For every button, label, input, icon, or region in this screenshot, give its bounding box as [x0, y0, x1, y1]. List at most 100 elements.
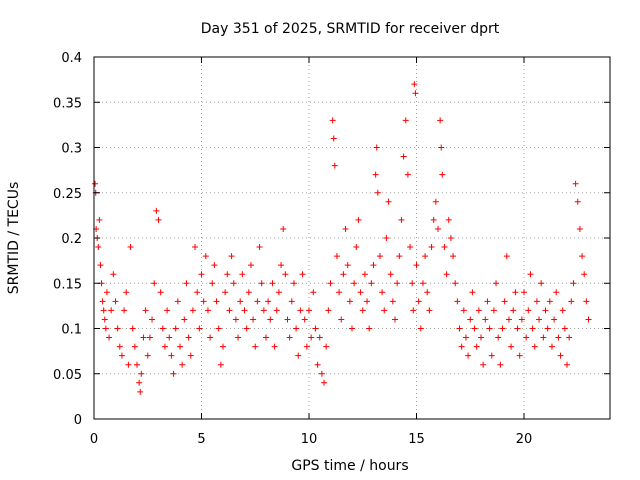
data-point [353, 244, 360, 251]
data-point [525, 307, 532, 314]
data-point [523, 334, 530, 341]
data-point [256, 244, 263, 251]
data-point [407, 244, 414, 251]
data-point [482, 316, 489, 323]
y-tick-label: 0.15 [53, 277, 82, 292]
data-point [439, 171, 446, 178]
data-point [293, 325, 300, 332]
data-point [290, 280, 297, 287]
data-point [516, 352, 523, 359]
y-tick-label: 0.25 [53, 187, 82, 202]
data-point [157, 289, 164, 296]
data-point [271, 343, 278, 350]
data-point [478, 334, 484, 341]
data-point [226, 307, 233, 314]
data-point [202, 253, 209, 260]
data-point [100, 307, 107, 314]
data-point [417, 325, 424, 332]
data-point [385, 198, 392, 205]
data-point [392, 316, 398, 323]
data-point [155, 216, 162, 223]
data-point [260, 307, 267, 314]
data-point [222, 289, 229, 296]
data-point [177, 343, 183, 350]
data-point [379, 289, 386, 296]
data-point [275, 289, 282, 296]
data-point [114, 325, 121, 332]
data-point [540, 334, 547, 341]
data-point [149, 316, 156, 323]
data-point [92, 180, 99, 187]
data-point [220, 343, 226, 350]
data-point [168, 352, 175, 359]
y-tick-label: 0.1 [61, 323, 82, 338]
data-point [327, 280, 334, 287]
x-tick-label: 5 [197, 432, 205, 447]
data-point [179, 361, 186, 368]
data-point [265, 298, 272, 305]
grid [94, 57, 610, 419]
data-point [497, 361, 504, 368]
data-point [136, 379, 143, 386]
data-point [131, 343, 138, 350]
data-point [426, 307, 433, 314]
data-point [102, 325, 109, 332]
data-point [306, 307, 312, 314]
data-point [172, 325, 179, 332]
data-point [230, 280, 237, 287]
data-point [331, 162, 338, 169]
data-point [323, 343, 330, 350]
x-tick-label: 0 [90, 432, 98, 447]
data-point [278, 262, 285, 269]
data-point [312, 325, 319, 332]
data-point [137, 388, 144, 395]
data-point [224, 271, 231, 278]
data-point [329, 117, 336, 124]
x-tick-label: 15 [408, 432, 425, 447]
data-point [161, 343, 168, 350]
data-point [566, 334, 573, 341]
data-point [480, 361, 487, 368]
data-point [581, 271, 588, 278]
data-point [96, 216, 103, 223]
data-point [428, 244, 435, 251]
data-point [579, 253, 586, 260]
data-point [282, 271, 289, 278]
data-point [357, 289, 364, 296]
data-point [134, 361, 140, 368]
data-point [415, 298, 422, 305]
data-point [346, 298, 353, 305]
data-point [514, 325, 521, 332]
data-point [505, 316, 512, 323]
data-point [396, 253, 403, 260]
data-point [411, 81, 418, 88]
data-point [95, 244, 102, 251]
data-point [512, 289, 519, 296]
data-point [269, 280, 276, 287]
data-point [303, 343, 310, 350]
data-point [215, 325, 222, 332]
data-point [484, 298, 491, 305]
data-point [398, 216, 405, 223]
data-point [553, 289, 560, 296]
data-point [376, 253, 383, 260]
data-point [301, 316, 308, 323]
data-point [572, 180, 579, 187]
data-point [542, 307, 549, 314]
data-point [527, 271, 534, 278]
data-point [336, 289, 343, 296]
data-point [314, 361, 321, 368]
data-point [561, 325, 568, 332]
data-point [316, 334, 323, 341]
data-point [194, 289, 201, 296]
data-point [232, 316, 239, 323]
data-point [198, 271, 205, 278]
data-point [432, 198, 439, 205]
data-point [211, 262, 218, 269]
data-point [503, 253, 510, 260]
data-point [465, 352, 472, 359]
data-point [273, 307, 280, 314]
data-point [140, 334, 147, 341]
data-point [458, 343, 465, 350]
y-tick-label: 0.2 [61, 232, 82, 247]
